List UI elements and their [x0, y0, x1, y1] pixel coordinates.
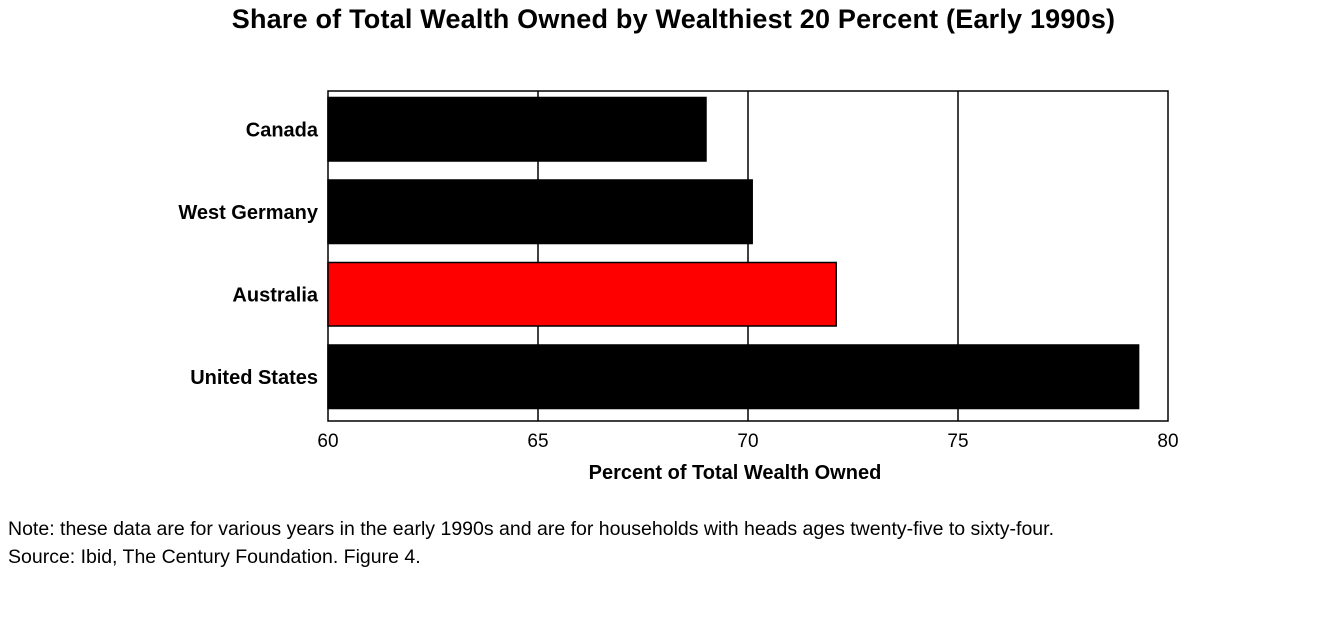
chart-title: Share of Total Wealth Owned by Wealthies… — [231, 4, 1116, 34]
x-tick-label: 60 — [317, 431, 338, 452]
bar-chart: Canada West Germany Australia United States… — [178, 90, 1179, 484]
x-tick-label: 80 — [1157, 431, 1178, 452]
category-labels: Canada West Germany Australia United States — [178, 119, 319, 389]
x-tick-labels: 60 65 70 75 80 — [317, 431, 1178, 452]
chart-note: Note: these data are for various years i… — [8, 515, 1054, 571]
bar-west-germany — [327, 179, 753, 245]
category-label: Australia — [232, 284, 318, 306]
bar-united-states — [327, 344, 1140, 410]
x-tick-label: 75 — [947, 431, 968, 452]
bars — [327, 96, 1140, 410]
category-label: Canada — [246, 119, 319, 141]
category-label: West Germany — [178, 202, 319, 224]
bar-australia — [327, 261, 837, 327]
source-line: Source: Ibid, The Century Foundation. Fi… — [8, 546, 421, 568]
x-axis-label: Percent of Total Wealth Owned — [589, 462, 882, 484]
category-label: United States — [190, 367, 318, 389]
bar-canada — [327, 96, 707, 162]
x-tick-label: 65 — [527, 431, 548, 452]
plot-frame — [327, 90, 1169, 422]
note-line: Note: these data are for various years i… — [8, 518, 1054, 540]
x-tick-label: 70 — [737, 431, 758, 452]
